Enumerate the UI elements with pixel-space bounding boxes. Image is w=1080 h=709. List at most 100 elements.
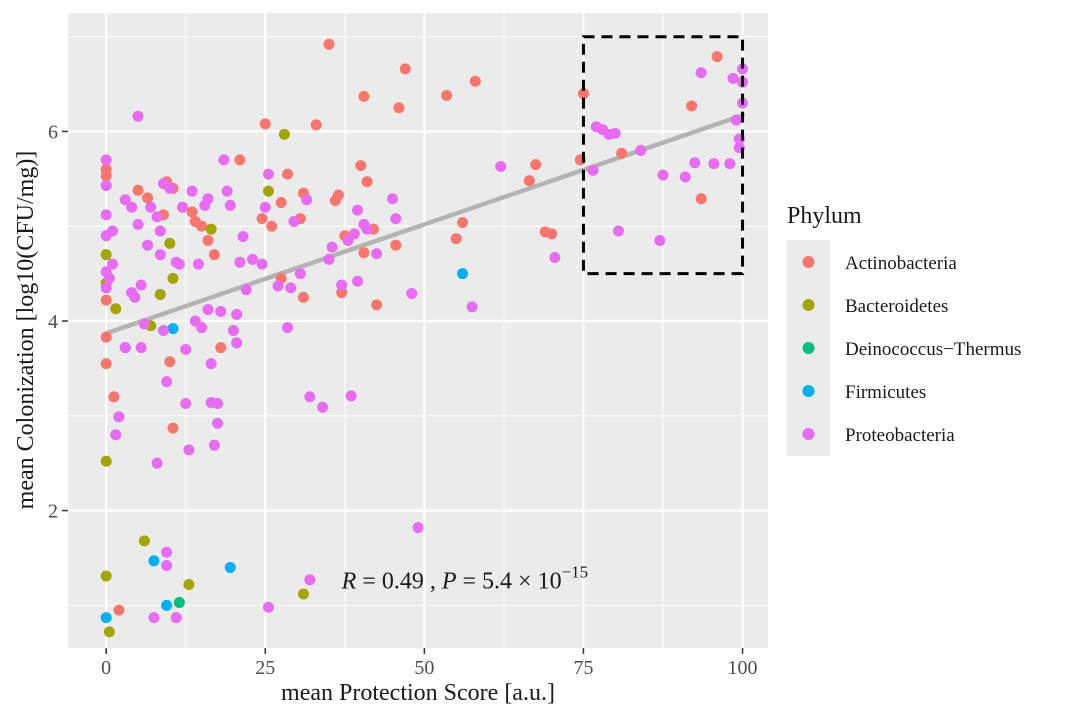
p-value: = 5.4 × 10 [457, 568, 562, 594]
point-proteobacteria [215, 306, 227, 318]
point-proteobacteria [323, 253, 335, 265]
point-proteobacteria [262, 168, 274, 180]
point-bacteroidetes [100, 455, 112, 467]
point-bacteroidetes [100, 249, 112, 261]
x-tick-label: 25 [255, 657, 275, 679]
point-proteobacteria [587, 164, 599, 176]
point-proteobacteria [352, 275, 364, 287]
point-proteobacteria [205, 358, 217, 370]
point-proteobacteria [103, 272, 115, 284]
point-proteobacteria [326, 241, 338, 253]
point-bacteroidetes [167, 272, 179, 284]
point-proteobacteria [107, 258, 119, 270]
x-axis-ticks: 0 25 50 75 100 [101, 648, 758, 679]
point-proteobacteria [272, 280, 284, 292]
panel-background [68, 13, 768, 648]
point-proteobacteria [390, 213, 402, 225]
point-proteobacteria [737, 63, 749, 75]
point-proteobacteria [100, 209, 112, 221]
point-firmicutes [148, 555, 160, 567]
point-proteobacteria [612, 225, 624, 237]
point-proteobacteria [100, 282, 112, 294]
point-proteobacteria [727, 72, 739, 84]
point-actinobacteria [332, 189, 344, 201]
legend-label-bacteroidetes: Bacteroidetes [845, 296, 948, 317]
point-actinobacteria [234, 154, 246, 166]
x-tick-label: 0 [101, 657, 111, 679]
point-proteobacteria [259, 201, 271, 213]
point-actinobacteria [164, 356, 176, 368]
point-actinobacteria [100, 170, 112, 182]
point-proteobacteria [695, 67, 707, 79]
data-points [100, 38, 749, 638]
point-actinobacteria [310, 119, 322, 131]
point-actinobacteria [259, 118, 271, 130]
point-proteobacteria [609, 127, 621, 139]
point-actinobacteria [358, 247, 370, 259]
p-exponent: −15 [562, 562, 589, 581]
point-proteobacteria [256, 258, 268, 270]
point-proteobacteria [285, 282, 297, 294]
point-proteobacteria [180, 343, 192, 355]
point-proteobacteria [689, 157, 701, 169]
point-proteobacteria [145, 201, 157, 213]
point-proteobacteria [161, 376, 173, 388]
point-proteobacteria [212, 397, 224, 409]
point-actinobacteria [616, 147, 628, 159]
point-proteobacteria [724, 158, 736, 170]
point-actinobacteria [256, 213, 268, 225]
point-proteobacteria [110, 429, 122, 441]
point-proteobacteria [304, 391, 316, 403]
point-proteobacteria [202, 304, 214, 316]
point-firmicutes [224, 561, 236, 573]
point-proteobacteria [218, 154, 230, 166]
point-proteobacteria [119, 342, 131, 354]
point-proteobacteria [148, 612, 160, 624]
legend-key-deinococcus-thermus [802, 342, 815, 354]
r-value: = 0.49 , [356, 568, 442, 594]
point-actinobacteria [469, 75, 481, 87]
x-tick-label: 50 [414, 657, 434, 679]
point-proteobacteria [142, 239, 154, 251]
point-proteobacteria [154, 225, 166, 237]
point-proteobacteria [730, 114, 742, 126]
legend-title: Phylum [787, 203, 862, 229]
legend-label-firmicutes: Firmicutes [845, 382, 926, 403]
point-actinobacteria [275, 197, 287, 209]
point-proteobacteria [237, 231, 249, 243]
point-proteobacteria [301, 194, 313, 206]
point-firmicutes [167, 323, 179, 335]
legend-key-bacteroidetes [802, 299, 815, 311]
point-actinobacteria [196, 220, 208, 232]
point-deinococcus-thermus [173, 597, 185, 609]
point-proteobacteria [157, 325, 169, 336]
point-proteobacteria [371, 248, 383, 260]
point-proteobacteria [129, 291, 141, 303]
correlation-annotation: R = 0.49 , P = 5.4 × 10−15 [341, 562, 589, 594]
point-proteobacteria [231, 308, 243, 320]
point-proteobacteria [412, 522, 424, 534]
point-proteobacteria [161, 560, 173, 572]
point-proteobacteria [183, 444, 195, 456]
point-actinobacteria [393, 102, 405, 114]
point-actinobacteria [336, 287, 348, 299]
x-tick-label: 75 [573, 657, 593, 679]
point-proteobacteria [100, 154, 112, 166]
point-actinobacteria [108, 391, 120, 403]
point-bacteroidetes [278, 128, 290, 140]
point-proteobacteria [186, 185, 198, 197]
point-actinobacteria [577, 88, 589, 100]
point-proteobacteria [212, 417, 224, 429]
point-proteobacteria [336, 279, 348, 291]
point-actinobacteria [202, 234, 214, 246]
point-actinobacteria [100, 294, 112, 306]
point-actinobacteria [441, 89, 453, 101]
point-proteobacteria [132, 218, 144, 230]
p-symbol: P [441, 568, 457, 594]
point-proteobacteria [345, 390, 357, 402]
point-proteobacteria [495, 161, 507, 173]
point-bacteroidetes [183, 579, 195, 590]
point-proteobacteria [234, 256, 246, 268]
point-proteobacteria [164, 182, 176, 194]
point-proteobacteria [135, 279, 147, 291]
